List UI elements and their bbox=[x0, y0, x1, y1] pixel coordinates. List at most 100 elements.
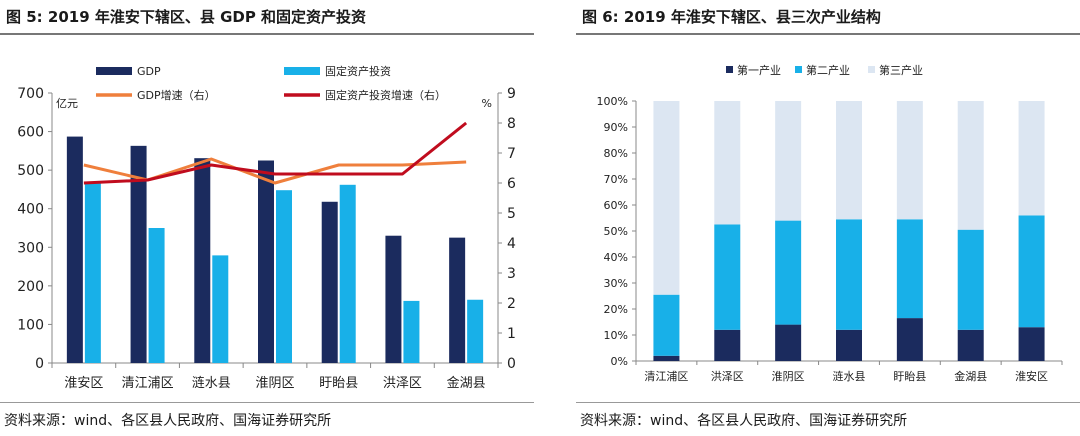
bar-tertiary bbox=[653, 101, 680, 295]
bar-primary bbox=[1018, 327, 1045, 361]
bar-secondary bbox=[836, 219, 862, 330]
legend-swatch bbox=[96, 67, 132, 75]
bar-tertiary bbox=[1018, 101, 1045, 216]
bar-secondary bbox=[957, 229, 984, 330]
legend-swatch bbox=[868, 66, 875, 73]
legend-swatch bbox=[795, 66, 802, 73]
bar-investment bbox=[84, 182, 101, 363]
legend-label: 固定资产投资增速（右） bbox=[325, 88, 446, 102]
bar-primary bbox=[836, 329, 862, 361]
bar-primary bbox=[957, 329, 984, 361]
bar-gdp bbox=[321, 201, 338, 363]
legend-label: 第一产业 bbox=[737, 63, 781, 77]
x-tick-label: 淮安区 bbox=[1015, 369, 1048, 383]
x-tick-label: 金湖县 bbox=[447, 375, 486, 391]
bar-gdp bbox=[449, 237, 466, 363]
bar-gdp bbox=[385, 235, 402, 363]
figure-6-panel: 图 6: 2019 年淮安下辖区、县三次产业结构 0% 10% 20% 30% 40% 5… bbox=[576, 0, 1080, 436]
bar-tertiary bbox=[896, 101, 923, 220]
x-tick-label: 洪泽区 bbox=[383, 376, 422, 391]
bar-investment bbox=[212, 255, 229, 363]
figure-6-source: 资料来源：wind、各区县人民政府、国海证券研究所 bbox=[580, 413, 908, 429]
title-divider bbox=[576, 33, 1080, 35]
bar-primary bbox=[775, 324, 802, 361]
x-tick-label: 清江浦区 bbox=[122, 376, 174, 391]
x-tick-label: 涟水县 bbox=[192, 375, 231, 391]
y-tick-label: 40% bbox=[604, 251, 628, 264]
legend-swatch bbox=[284, 67, 320, 75]
y2-tick-label: 4 bbox=[507, 236, 516, 252]
y2-tick-label: 6 bbox=[507, 176, 516, 192]
investment-growth-line bbox=[83, 121, 468, 185]
y-tick-label: 0 bbox=[35, 356, 44, 372]
y-tick-label: 90% bbox=[604, 121, 628, 134]
bar-investment bbox=[148, 228, 165, 363]
legend-label: 固定资产投资 bbox=[325, 64, 391, 78]
legend-label: GDP bbox=[137, 65, 161, 78]
bar-primary bbox=[653, 355, 680, 361]
bar-tertiary bbox=[775, 101, 802, 221]
bar-gdp bbox=[258, 160, 274, 363]
x-tick-label: 盱眙县 bbox=[893, 369, 926, 383]
bar-investment bbox=[276, 190, 292, 363]
y-tick-label: 400 bbox=[17, 202, 44, 218]
y2-tick-label: 0 bbox=[507, 356, 516, 372]
bar-secondary bbox=[896, 219, 923, 319]
x-tick-label: 淮阴区 bbox=[255, 376, 294, 391]
figure-5-title: 图 5: 2019 年淮安下辖区、县 GDP 和固定资产投资 bbox=[6, 8, 367, 26]
industry-structure-chart: 0% 10% 20% 30% 40% 50% 60% 70% 80% 90% 100% 清江浦区 洪泽区… bbox=[597, 63, 1063, 383]
x-tick-label: 淮阴区 bbox=[772, 370, 805, 383]
y-tick-label: 70% bbox=[604, 173, 628, 186]
y2-tick-label: 3 bbox=[507, 266, 516, 282]
y-tick-label: 50% bbox=[604, 225, 628, 238]
y-tick-label: 600 bbox=[17, 125, 44, 141]
x-tick-label: 洪泽区 bbox=[711, 369, 744, 383]
y-tick-label: 500 bbox=[17, 163, 44, 179]
x-tick-label: 淮安区 bbox=[64, 376, 103, 391]
y-tick-label: 30% bbox=[604, 277, 628, 290]
bar-investment bbox=[467, 299, 484, 363]
figure-5-panel: 图 5: 2019 年淮安下辖区、县 GDP 和固定资产投资 0 100 200 30… bbox=[0, 0, 534, 436]
bar-secondary bbox=[775, 220, 802, 325]
y-tick-label: 700 bbox=[17, 86, 44, 102]
legend-label: 第二产业 bbox=[806, 63, 850, 77]
source-divider bbox=[576, 402, 1080, 403]
bar-tertiary bbox=[957, 101, 984, 230]
source-divider bbox=[0, 402, 534, 403]
bar-gdp bbox=[194, 158, 211, 363]
y2-tick-label: 9 bbox=[507, 86, 516, 102]
legend-swatch bbox=[726, 66, 733, 73]
bar-primary bbox=[714, 329, 741, 361]
y-tick-label: 100% bbox=[597, 95, 628, 108]
bar-tertiary bbox=[714, 101, 741, 225]
bar-secondary bbox=[1018, 215, 1045, 328]
y2-tick-label: 1 bbox=[507, 326, 516, 342]
y-tick-label: 200 bbox=[17, 279, 44, 295]
figure-6-title: 图 6: 2019 年淮安下辖区、县三次产业结构 bbox=[582, 8, 881, 26]
y-tick-label: 60% bbox=[604, 199, 628, 212]
y-tick-label: 0% bbox=[611, 355, 628, 368]
y-tick-label: 20% bbox=[604, 303, 628, 316]
x-tick-label: 盱眙县 bbox=[319, 376, 358, 391]
y-tick-label: 100 bbox=[17, 317, 44, 333]
y2-tick-label: 8 bbox=[507, 116, 516, 132]
bar-gdp bbox=[130, 145, 147, 363]
x-tick-label: 涟水县 bbox=[833, 369, 866, 383]
x-tick-label: 金湖县 bbox=[954, 369, 987, 383]
y2-tick-label: 5 bbox=[507, 206, 516, 222]
y-tick-label: 300 bbox=[17, 240, 44, 256]
figure-5-source: 资料来源：wind、各区县人民政府、国海证券研究所 bbox=[4, 413, 332, 429]
y-tick-label: 80% bbox=[604, 147, 628, 160]
y-tick-label: 10% bbox=[604, 329, 628, 342]
bar-secondary bbox=[653, 294, 680, 356]
legend-label: GDP增速（右） bbox=[137, 88, 216, 102]
x-tick-label: 清江浦区 bbox=[644, 370, 688, 383]
y-axis-unit: 亿元 bbox=[56, 97, 78, 110]
bar-investment bbox=[403, 300, 420, 363]
bar-investment bbox=[339, 184, 356, 363]
bar-secondary bbox=[714, 224, 741, 330]
legend-label: 第三产业 bbox=[879, 63, 923, 77]
y2-tick-label: 2 bbox=[507, 296, 516, 312]
gdp-investment-chart: 0 100 200 300 400 500 600 700 0 1 2 3 4 5 6 7 8 9 淮安区 清江浦区 涟… bbox=[17, 64, 516, 391]
y2-tick-label: 7 bbox=[507, 146, 516, 162]
